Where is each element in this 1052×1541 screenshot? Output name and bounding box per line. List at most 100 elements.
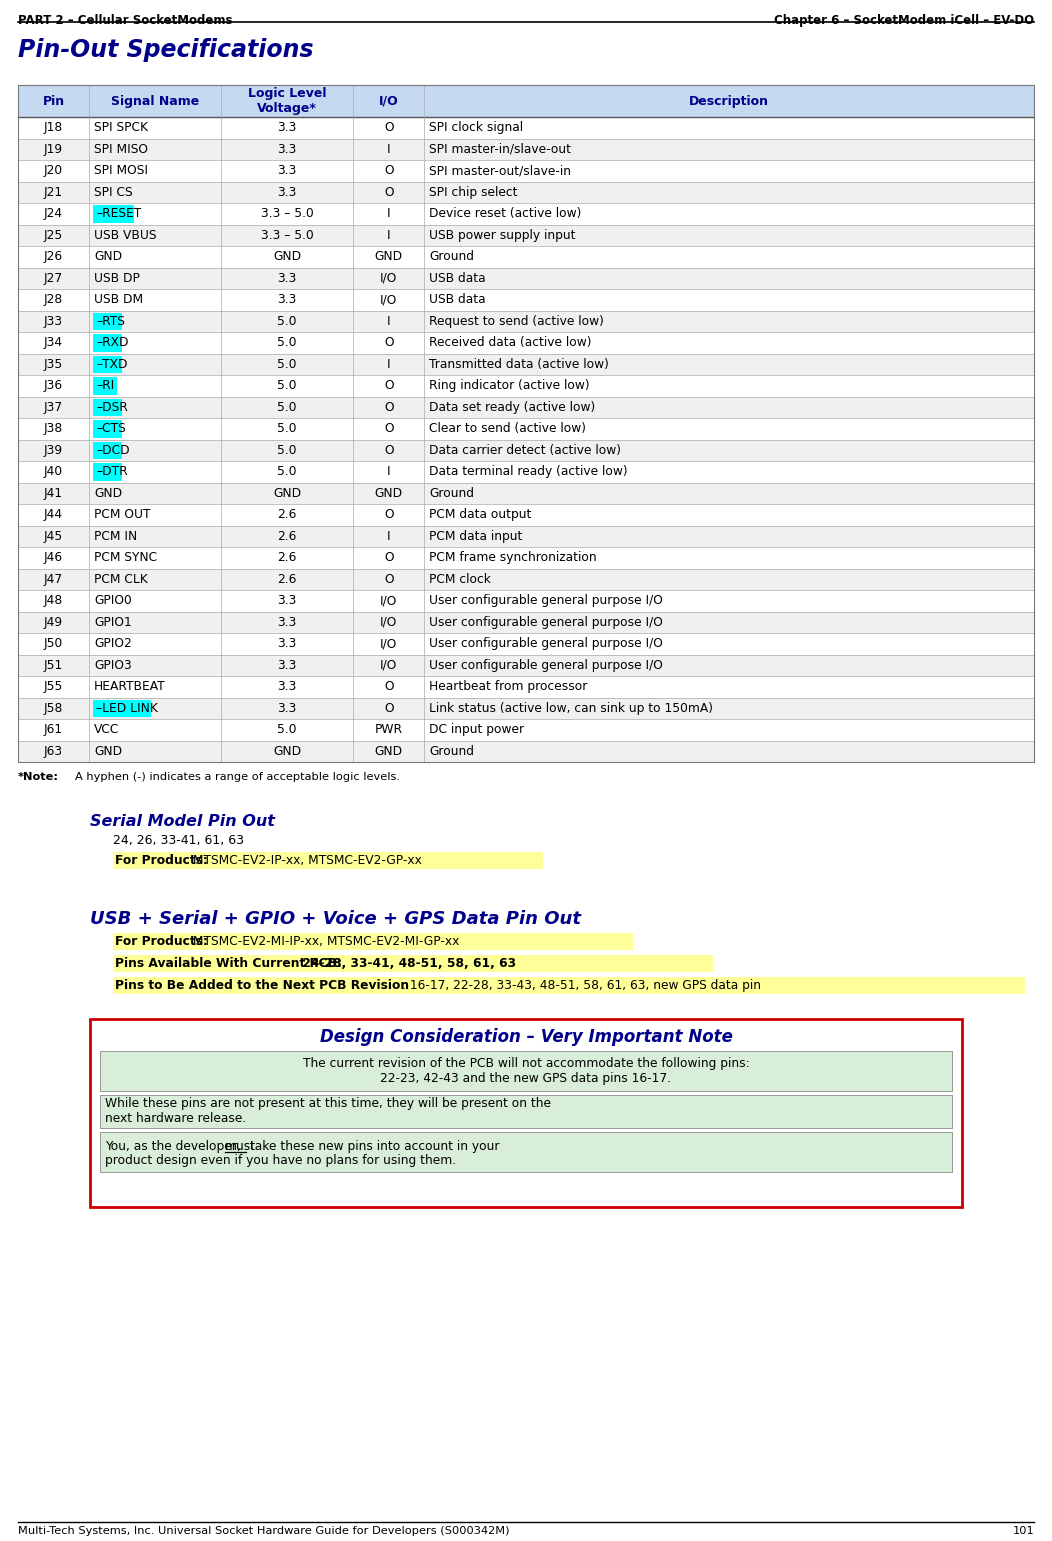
Bar bbox=[94, 700, 151, 717]
Text: J50: J50 bbox=[44, 638, 63, 650]
Text: PCM CLK: PCM CLK bbox=[94, 573, 148, 586]
Text: PCM IN: PCM IN bbox=[94, 530, 138, 542]
Text: MTSMC-EV2-IP-xx, MTSMC-EV2-GP-xx: MTSMC-EV2-IP-xx, MTSMC-EV2-GP-xx bbox=[189, 854, 422, 868]
Text: J28: J28 bbox=[44, 293, 63, 307]
Text: –CTS: –CTS bbox=[96, 422, 126, 435]
Text: –RI: –RI bbox=[96, 379, 115, 393]
Bar bbox=[113, 955, 713, 972]
Text: J55: J55 bbox=[44, 680, 63, 693]
Text: J38: J38 bbox=[44, 422, 63, 435]
Text: J26: J26 bbox=[44, 250, 63, 264]
Text: 2.6: 2.6 bbox=[278, 530, 297, 542]
Bar bbox=[18, 203, 1034, 225]
Text: I/O: I/O bbox=[380, 616, 398, 629]
Text: 5.0: 5.0 bbox=[278, 723, 297, 737]
Bar bbox=[18, 439, 1034, 461]
Text: O: O bbox=[384, 509, 393, 521]
Text: I/O: I/O bbox=[379, 94, 399, 108]
Text: GND: GND bbox=[375, 744, 403, 758]
Text: User configurable general purpose I/O: User configurable general purpose I/O bbox=[429, 658, 663, 672]
Text: PCM SYNC: PCM SYNC bbox=[94, 552, 157, 564]
Text: Ring indicator (active low): Ring indicator (active low) bbox=[429, 379, 590, 393]
Text: Data set ready (active low): Data set ready (active low) bbox=[429, 401, 595, 413]
Text: SPI chip select: SPI chip select bbox=[429, 186, 518, 199]
Bar bbox=[18, 504, 1034, 525]
Text: PART 2 – Cellular SocketModems: PART 2 – Cellular SocketModems bbox=[18, 14, 232, 28]
Bar bbox=[94, 205, 134, 222]
Bar bbox=[113, 977, 1025, 994]
Text: SPI MOSI: SPI MOSI bbox=[94, 165, 148, 177]
Text: J47: J47 bbox=[44, 573, 63, 586]
Text: J36: J36 bbox=[44, 379, 63, 393]
Text: USB data: USB data bbox=[429, 293, 486, 307]
Text: A hyphen (-) indicates a range of acceptable logic levels.: A hyphen (-) indicates a range of accept… bbox=[75, 772, 400, 781]
Bar bbox=[18, 247, 1034, 268]
Bar bbox=[18, 117, 1034, 139]
Text: HEARTBEAT: HEARTBEAT bbox=[94, 680, 166, 693]
Text: 5.0: 5.0 bbox=[278, 465, 297, 478]
Text: USB power supply input: USB power supply input bbox=[429, 228, 575, 242]
Text: O: O bbox=[384, 422, 393, 435]
Text: J63: J63 bbox=[44, 744, 63, 758]
Text: Transmitted data (active low): Transmitted data (active low) bbox=[429, 358, 609, 371]
Bar bbox=[18, 676, 1034, 698]
Text: Device reset (active low): Device reset (active low) bbox=[429, 206, 582, 220]
Text: For Products:: For Products: bbox=[115, 854, 208, 868]
Text: I: I bbox=[387, 530, 390, 542]
Bar bbox=[18, 720, 1034, 741]
Text: I: I bbox=[387, 143, 390, 156]
Bar bbox=[94, 356, 122, 373]
Bar bbox=[18, 290, 1034, 310]
Text: O: O bbox=[384, 401, 393, 413]
Text: Design Consideration – Very Important Note: Design Consideration – Very Important No… bbox=[320, 1028, 732, 1046]
Text: GND: GND bbox=[94, 487, 122, 499]
Text: J39: J39 bbox=[44, 444, 63, 456]
Text: O: O bbox=[384, 122, 393, 134]
Text: O: O bbox=[384, 680, 393, 693]
Text: –DTR: –DTR bbox=[96, 465, 127, 478]
Text: USB VBUS: USB VBUS bbox=[94, 228, 157, 242]
Bar bbox=[18, 569, 1034, 590]
Text: 3.3: 3.3 bbox=[278, 143, 297, 156]
Text: You, as the developer,: You, as the developer, bbox=[105, 1140, 245, 1153]
Text: 5.0: 5.0 bbox=[278, 336, 297, 350]
Bar bbox=[18, 225, 1034, 247]
Text: 2.6: 2.6 bbox=[278, 509, 297, 521]
Text: SPI clock signal: SPI clock signal bbox=[429, 122, 524, 134]
Bar bbox=[18, 525, 1034, 547]
Text: J41: J41 bbox=[44, 487, 63, 499]
Bar bbox=[18, 461, 1034, 482]
Text: –DCD: –DCD bbox=[96, 444, 129, 456]
Text: Serial Model Pin Out: Serial Model Pin Out bbox=[90, 814, 275, 829]
Text: J46: J46 bbox=[44, 552, 63, 564]
Text: I: I bbox=[387, 228, 390, 242]
Text: Data carrier detect (active low): Data carrier detect (active low) bbox=[429, 444, 622, 456]
Text: SPI master-out/slave-in: SPI master-out/slave-in bbox=[429, 165, 571, 177]
Bar bbox=[18, 310, 1034, 331]
Text: product design even if you have no plans for using them.: product design even if you have no plans… bbox=[105, 1154, 457, 1167]
Text: J33: J33 bbox=[44, 314, 63, 328]
Text: 2.6: 2.6 bbox=[278, 552, 297, 564]
Text: GND: GND bbox=[375, 250, 403, 264]
Text: 3.3 – 5.0: 3.3 – 5.0 bbox=[261, 228, 313, 242]
Text: GND: GND bbox=[274, 744, 301, 758]
Text: O: O bbox=[384, 379, 393, 393]
Text: I: I bbox=[387, 358, 390, 371]
Text: *Note:: *Note: bbox=[18, 772, 59, 781]
Bar bbox=[18, 85, 1034, 117]
Bar bbox=[18, 482, 1034, 504]
Text: USB DM: USB DM bbox=[94, 293, 143, 307]
Text: J19: J19 bbox=[44, 143, 63, 156]
Text: J45: J45 bbox=[44, 530, 63, 542]
Text: –RXD: –RXD bbox=[96, 336, 128, 350]
Text: J58: J58 bbox=[44, 701, 63, 715]
Text: While these pins are not present at this time, they will be present on the
next : While these pins are not present at this… bbox=[105, 1097, 551, 1125]
Text: 3.3 – 5.0: 3.3 – 5.0 bbox=[261, 206, 313, 220]
Text: I: I bbox=[387, 465, 390, 478]
Text: 3.3: 3.3 bbox=[278, 186, 297, 199]
Bar bbox=[94, 462, 122, 481]
Bar bbox=[18, 182, 1034, 203]
Text: Received data (active low): Received data (active low) bbox=[429, 336, 592, 350]
Bar bbox=[18, 85, 1034, 761]
Text: PCM OUT: PCM OUT bbox=[94, 509, 150, 521]
